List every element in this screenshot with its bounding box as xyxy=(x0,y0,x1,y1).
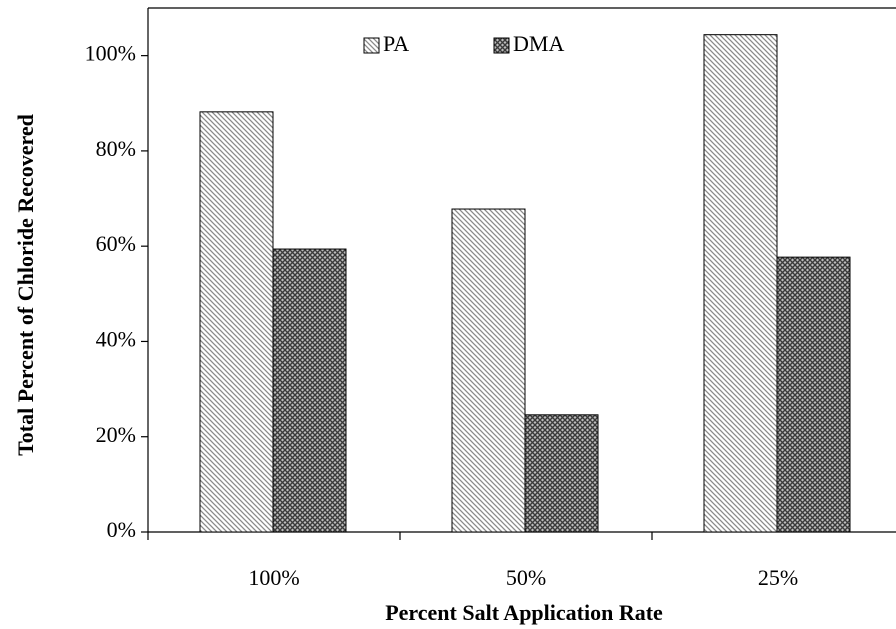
y-tick-label: 80% xyxy=(96,136,136,161)
legend-swatch xyxy=(363,37,380,54)
bar xyxy=(703,34,778,533)
y-tick-label: 20% xyxy=(96,422,136,447)
bar xyxy=(776,256,851,533)
bar xyxy=(272,248,347,533)
legend-swatch xyxy=(493,37,510,54)
legend-label: PA xyxy=(383,31,409,56)
y-tick-label: 100% xyxy=(85,41,136,66)
y-tick-label: 60% xyxy=(96,231,136,256)
x-tick-label: 100% xyxy=(248,565,299,590)
x-tick-label: 50% xyxy=(506,565,546,590)
bar xyxy=(524,414,599,533)
bar xyxy=(199,111,274,533)
y-tick-label: 0% xyxy=(107,517,136,542)
legend-label: DMA xyxy=(513,31,564,56)
x-tick-label: 25% xyxy=(758,565,798,590)
y-tick-label: 40% xyxy=(96,327,136,352)
bar xyxy=(451,208,526,533)
x-axis-title: Percent Salt Application Rate xyxy=(385,600,663,625)
y-axis-title: Total Percent of Chloride Recovered xyxy=(13,114,38,456)
